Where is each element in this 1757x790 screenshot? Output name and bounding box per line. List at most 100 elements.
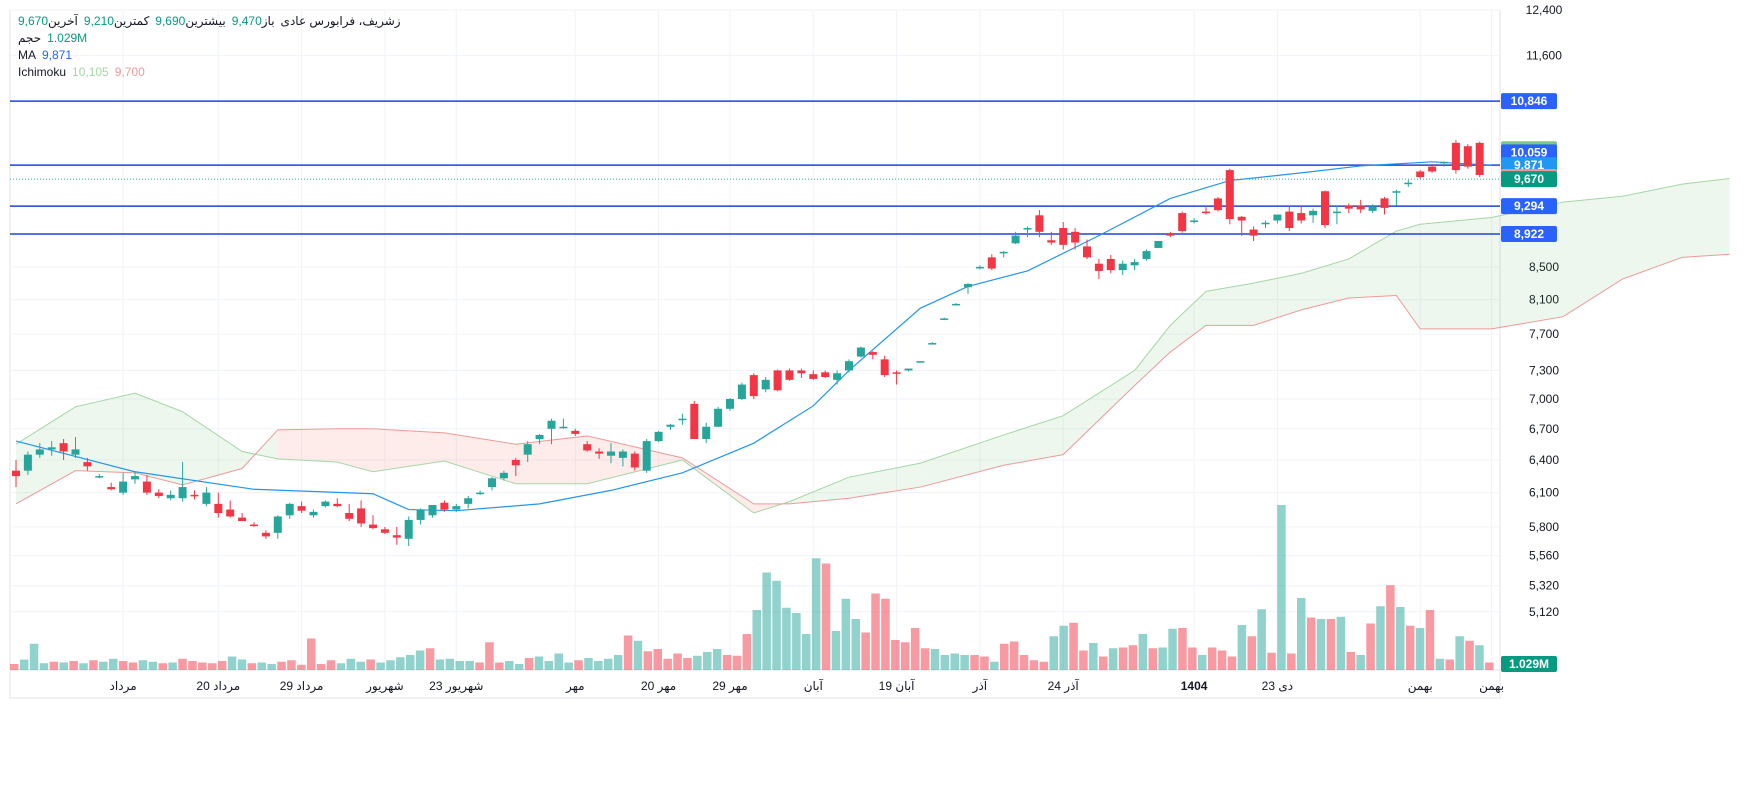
x-tick-label: 23 دی [1262,679,1293,693]
ichimoku-leading-span-a [15,177,1730,514]
candle-body [987,257,996,269]
volume-bar [524,658,534,670]
ichimoku-cloud-segment [515,435,588,484]
candle-body [1475,142,1484,175]
candle-body [321,501,330,507]
volume-bar [505,661,514,670]
candle-body [1404,182,1413,185]
y-tick-label: 8,500 [1529,260,1559,274]
candle-body [1321,191,1329,226]
candle-body [1213,198,1222,211]
volume-bar [29,643,39,670]
candle-body [1356,205,1365,210]
volume-bar [1207,647,1217,670]
legend-high-label: بیشترین [185,14,226,28]
ichimoku-cloud-segment [373,428,445,472]
candle-body [535,434,544,440]
volume-bar [772,580,781,670]
volume-bar [227,656,237,670]
legend-ma-label: MA [18,48,36,62]
ichimoku-cloud-segment [135,393,183,485]
candle-body [1154,240,1163,248]
volume-bar [861,632,870,670]
ichimoku-cloud-segment [1622,184,1682,280]
ichimoku-cloud-segment [920,434,1004,488]
candle-body [916,361,925,363]
candle-body [571,430,580,434]
ichimoku-cloud-segment [337,428,373,472]
volume-badge: 1.029M [1501,656,1557,672]
ichimoku-cloud-segment [75,393,135,473]
candle-body [928,343,937,345]
candle-body [178,487,187,499]
candle-body [630,453,639,468]
price-badge-label: 9,871 [1514,158,1544,172]
volume-bar [277,661,286,670]
volume-bar [990,661,999,670]
candle-body [190,494,199,497]
candle-body [119,481,128,493]
volume-bar [118,661,128,670]
ichimoku-cloud-segment [1003,415,1064,466]
candle-body [1463,146,1472,167]
volume-bar [326,660,336,670]
candle-body [488,478,496,488]
volume-bar [1029,660,1039,670]
ichimoku-cloud-segment [1491,202,1563,329]
candle-body [726,398,734,409]
volume-bar [316,664,326,670]
volume-bar [930,649,940,670]
candle-body [142,481,151,493]
volume-bar [178,658,187,670]
price-badge-bg [1501,225,1557,242]
volume-bar [217,661,227,670]
candle-body [559,426,568,429]
volume-bar [69,661,78,670]
volume-bar [584,658,593,670]
volume-bar [1158,647,1167,670]
candle-body [250,524,258,527]
volume-bar [237,659,247,670]
legend-symbol: زشریف، فرابورس عادی [280,14,401,28]
candle-body [226,509,235,517]
volume-bar [1465,640,1474,670]
candle-body [1225,170,1234,220]
volume-bar [594,661,603,670]
volume-bar [495,662,504,670]
volume-bar [712,649,722,670]
volume-bar [534,656,544,670]
y-tick-label: 6,400 [1529,453,1559,467]
volume-bar [168,662,177,670]
candle-body [940,318,949,320]
volume-bar [1356,655,1365,670]
legend-ichimoku-label: Ichimoku [18,65,67,79]
price-badge-label: 10,059 [1511,145,1548,159]
ichimoku-cloud-segment [182,411,243,485]
candle-body [1297,213,1306,221]
candle-body [952,303,961,306]
candle-body [975,266,984,269]
candle-body [1047,240,1056,243]
x-tick-label: 1404 [1181,679,1208,693]
x-tick-label: بهمن [1408,679,1433,694]
candle-body [845,361,853,371]
candle-body [1392,191,1401,193]
volume-bar [99,661,108,670]
volume-bar [1405,625,1415,670]
candle-body [618,451,627,458]
volume-bar [940,655,950,670]
volume-bar [1079,650,1088,670]
volume-bar [1217,650,1227,670]
volume-bar [128,662,138,670]
volume-bar [960,655,969,670]
ichimoku-cloud-segment [1301,258,1349,310]
y-tick-label: 11,600 [1526,48,1562,62]
x-tick-label: 20 مرداد [196,679,240,694]
candle-body [1011,235,1020,244]
candle-body [1071,231,1080,243]
candle-body [47,447,56,450]
x-tick-label: مرداد [110,679,137,694]
volume-bar [1178,628,1187,670]
candle-body [1261,222,1270,225]
